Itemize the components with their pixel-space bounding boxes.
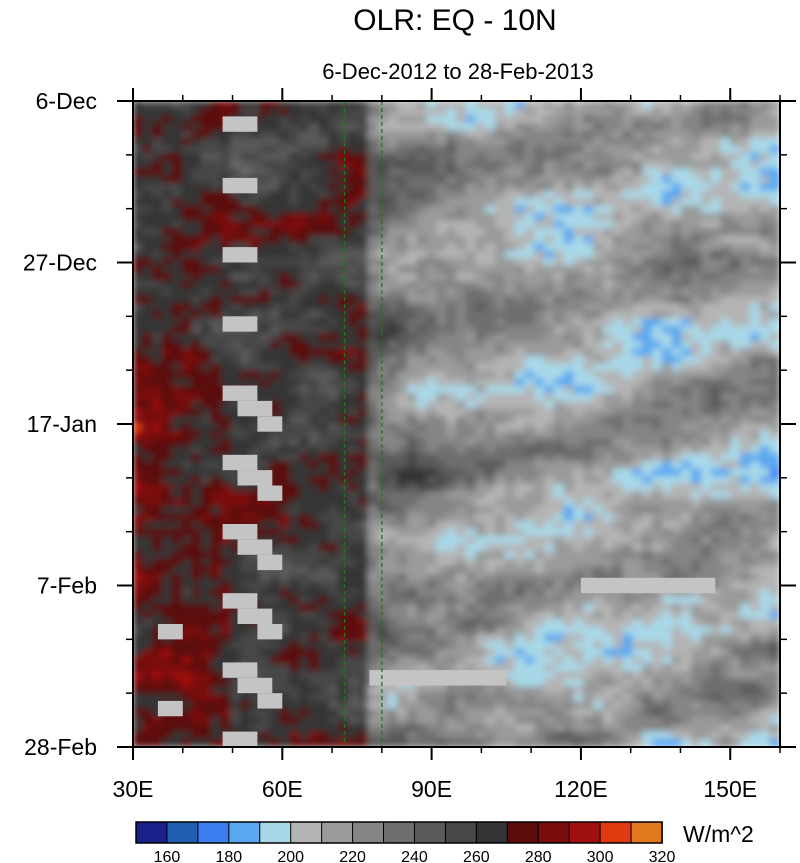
missing-data-block: [222, 116, 258, 132]
missing-data-block: [222, 731, 258, 747]
x-tick-label: 30E: [113, 776, 154, 802]
chart-subtitle: 6-Dec-2012 to 28-Feb-2013: [322, 59, 594, 84]
missing-data-block: [237, 470, 273, 486]
y-tick-label: 7-Feb: [37, 573, 97, 599]
colorbar-swatch: [444, 821, 478, 844]
y-tick-label: 6-Dec: [36, 88, 97, 114]
colorbar-swatch: [352, 821, 385, 844]
missing-data-block: [222, 454, 258, 471]
colorbar-unit-label: W/m^2: [683, 821, 754, 847]
colorbar-tick-label: 260: [463, 849, 490, 863]
colorbar-swatch: [166, 821, 199, 844]
missing-data-block: [157, 624, 183, 640]
missing-data-block: [222, 177, 258, 194]
missing-data-block: [237, 608, 273, 624]
colorbar-swatch: [506, 821, 540, 844]
chart-title: OLR: EQ - 10N: [353, 4, 556, 37]
colorbar-swatch: [537, 821, 570, 844]
missing-data-block: [222, 524, 258, 540]
colorbar-tick-label: 200: [277, 849, 304, 863]
colorbar-swatch: [259, 821, 292, 844]
missing-data-block: [222, 593, 258, 609]
colorbar-swatch: [321, 821, 354, 844]
colorbar-tick-label: 320: [649, 849, 676, 863]
y-tick-label: 28-Feb: [24, 734, 97, 760]
colorbar-tick-label: 180: [215, 849, 242, 863]
colorbar-swatch: [383, 821, 416, 844]
missing-data-block: [237, 677, 273, 694]
missing-data-block: [369, 670, 507, 686]
colorbar-swatch: [228, 821, 261, 844]
colorbar-tick-label: 160: [154, 849, 181, 863]
colorbar-swatch: [135, 821, 168, 844]
y-tick-label: 17-Jan: [27, 411, 97, 437]
colorbar-swatch: [475, 821, 509, 844]
colorbar-swatch: [599, 821, 632, 844]
missing-data-block: [222, 662, 258, 678]
missing-data-block: [257, 624, 283, 640]
colorbar-swatch: [413, 821, 447, 844]
missing-data-block: [237, 400, 273, 417]
missing-data-block: [222, 247, 258, 263]
colorbar-swatch: [630, 821, 663, 844]
missing-data-block: [257, 485, 283, 501]
colorbar-tick-label: 280: [525, 849, 552, 863]
x-tick-label: 60E: [262, 776, 303, 802]
missing-data-block: [222, 385, 258, 401]
missing-data-block: [257, 554, 283, 571]
colorbar-swatch: [197, 821, 230, 844]
colorbar-swatch: [568, 821, 601, 844]
plot-area: [133, 101, 780, 747]
missing-data-block: [580, 577, 716, 594]
missing-data-block: [222, 316, 258, 332]
colorbar-tick-label: 240: [401, 849, 428, 863]
colorbar-tick-label: 300: [587, 849, 614, 863]
colorbar-tick-label: 220: [339, 849, 366, 863]
colorbar-frame: [135, 821, 663, 844]
y-tick-label: 27-Dec: [23, 250, 97, 276]
olr-field: [133, 101, 780, 747]
x-tick-label: 150E: [703, 776, 757, 802]
missing-data-block: [257, 693, 283, 709]
missing-data-block: [157, 700, 183, 717]
colorbar: 160 180 200 220 240 260 280 300 320 W/m^2: [135, 821, 754, 863]
x-tick-label: 90E: [411, 776, 452, 802]
missing-data-block: [237, 539, 273, 555]
missing-data-block: [257, 416, 283, 432]
colorbar-swatch: [290, 821, 323, 844]
x-tick-label: 120E: [554, 776, 608, 802]
axes: 30E 60E 90E 120E 150E 6-Dec 27-Dec 17-Jan 7-Feb 2…: [23, 88, 796, 802]
